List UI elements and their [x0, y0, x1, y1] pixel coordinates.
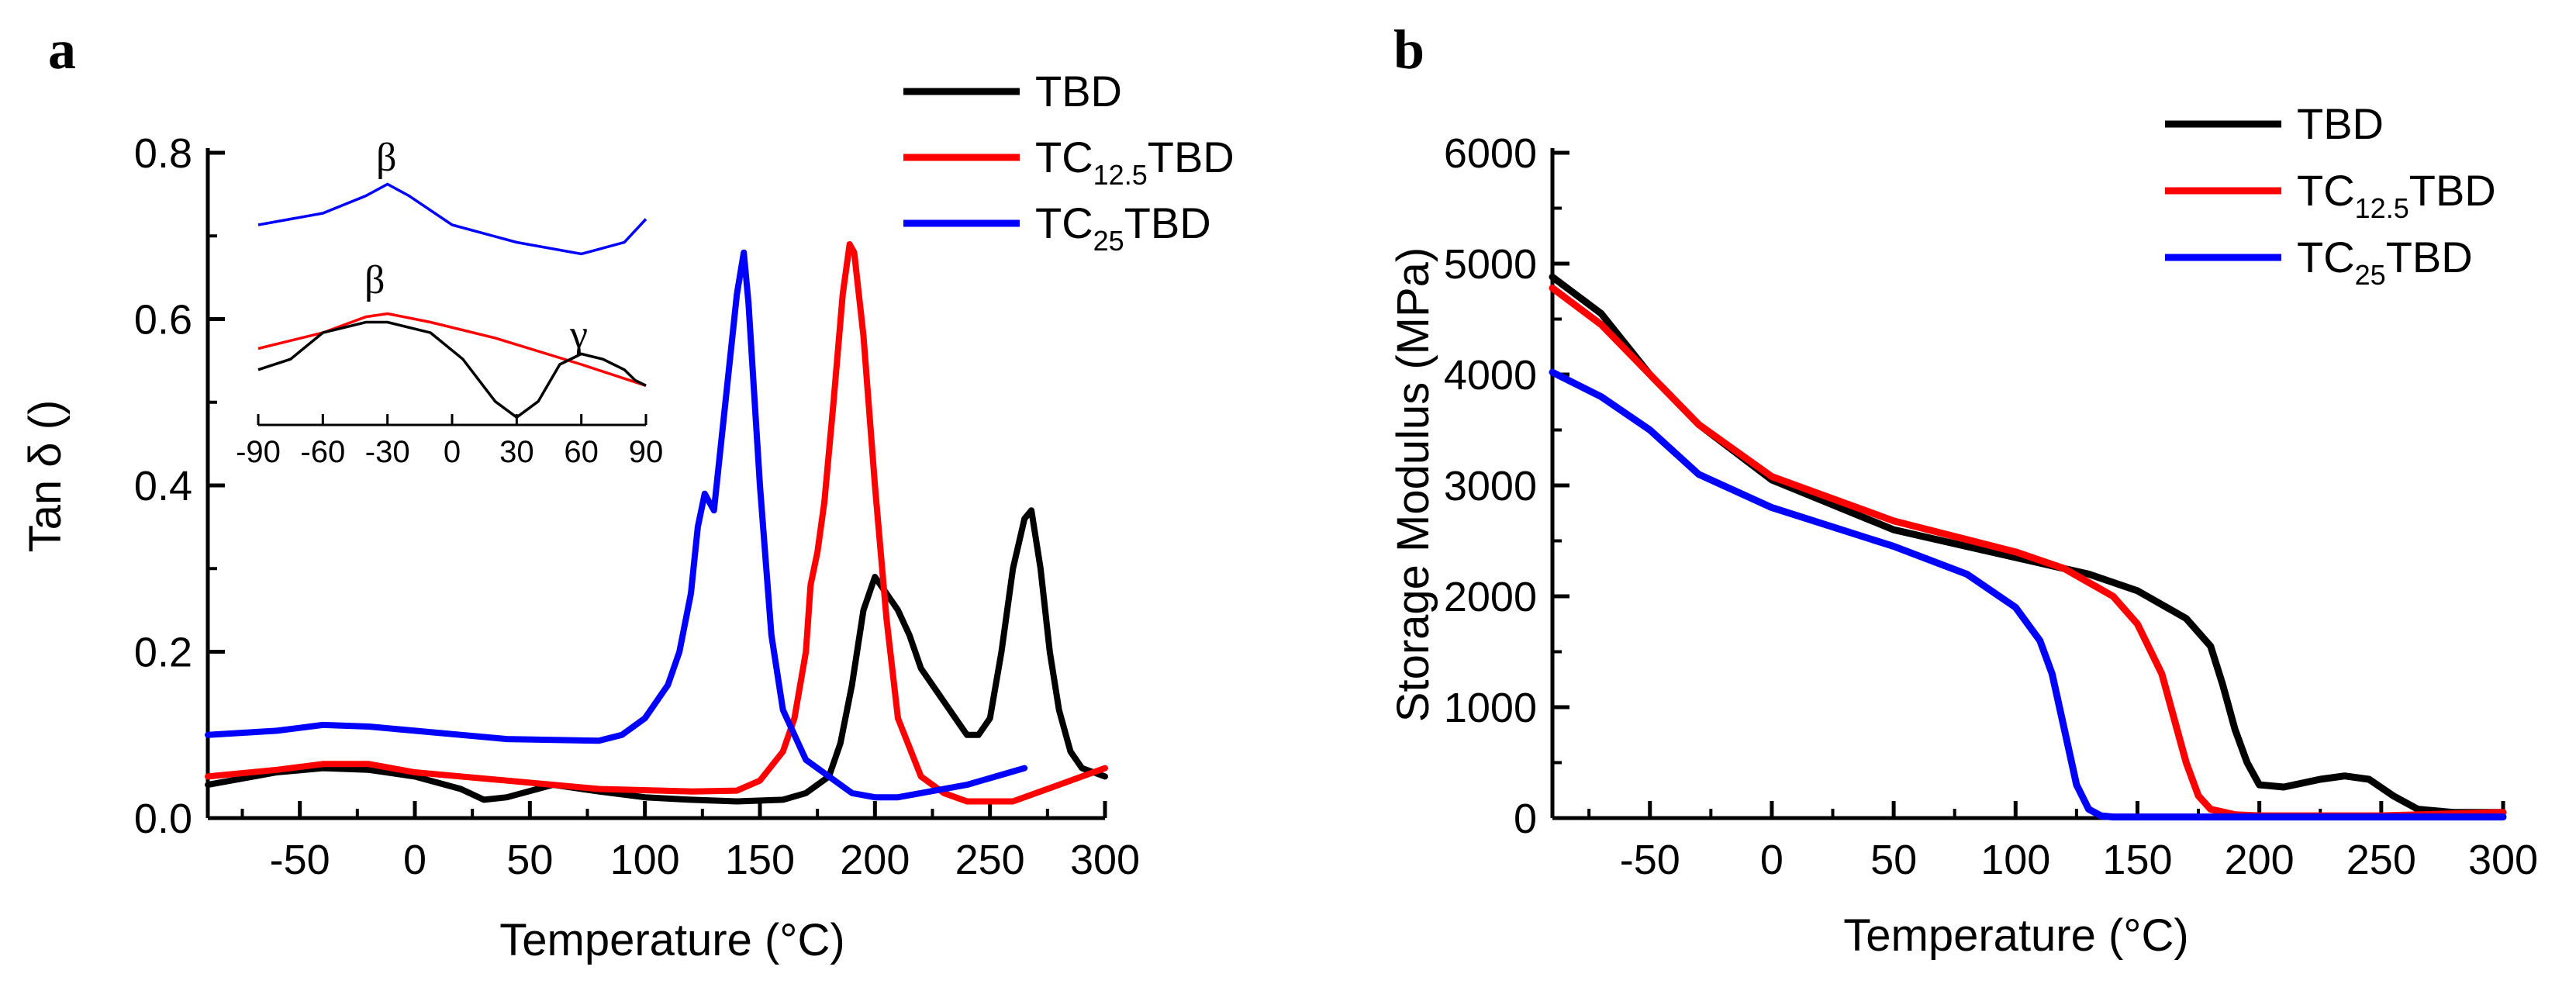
legend-label: TC25TBD	[1035, 199, 1211, 257]
legend-label-main: TBD	[2297, 99, 2384, 148]
y-tick-label: 1000	[1444, 685, 1537, 731]
y-tick-label: 0.8	[134, 130, 192, 177]
x-tick-label: 150	[725, 837, 795, 883]
inset-gamma-label: γ	[569, 312, 588, 357]
x-tick-label: -50	[270, 837, 330, 883]
x-tick-label: 50	[506, 837, 553, 883]
series-line-TC12.5TBD	[205, 241, 1108, 805]
x-tick-label: 150	[2102, 837, 2172, 883]
legend-label-tail: TBD	[1148, 133, 1234, 181]
panel-b: b -50 0 50 100 150 200 250 30001000200030004000…	[1388, 19, 2538, 961]
inset-x-tick-label: 60	[564, 435, 599, 469]
panel-b-axes: -50 0 50 100 150 200 250 3000100020003000400050…	[1444, 130, 2538, 883]
panel-a: a -50 0 50 100 150 200 250 3000.00.20.40.60.8 β…	[20, 19, 1234, 965]
x-tick-label: 0	[1760, 837, 1784, 883]
x-tick-label: 50	[1870, 837, 1917, 883]
legend-label: TBD	[2297, 99, 2384, 148]
x-tick-label: 300	[1070, 837, 1140, 883]
x-tick-label: 200	[2225, 837, 2295, 883]
y-tick-label: 0	[1514, 796, 1537, 842]
panel-b-x-axis-title: Temperature (°C)	[1843, 910, 2188, 961]
panel-b-series	[1549, 273, 2507, 821]
x-tick-label: 250	[955, 837, 1025, 883]
inset-x-tick-label: 30	[499, 435, 534, 469]
legend-label: TC12.5TBD	[2297, 166, 2496, 224]
y-tick-label: 0.2	[134, 630, 192, 676]
y-tick-label: 6000	[1444, 130, 1537, 177]
inset-beta-label-upper: β	[376, 136, 396, 180]
panel-a-series	[205, 241, 1108, 805]
series-line-TC25TBD	[205, 249, 1028, 801]
x-tick-label: 200	[840, 837, 910, 883]
legend-label: TC12.5TBD	[1035, 133, 1234, 191]
legend-label-main: TC	[2297, 166, 2355, 215]
inset-x-tick-label: 90	[629, 435, 664, 469]
legend-label-main: TBD	[1035, 67, 1122, 116]
inset-series-TBD	[257, 320, 647, 419]
inset-x-tick-label: 0	[444, 435, 461, 469]
x-tick-label: 100	[1980, 837, 2050, 883]
series-line-TC12.5TBD	[1549, 285, 2507, 820]
x-tick-label: 0	[403, 837, 426, 883]
legend-label-main: TC	[2297, 233, 2355, 281]
inset-x-tick-label: -60	[300, 435, 345, 469]
inset-beta-label-lower: β	[364, 258, 385, 302]
series-line-TBD	[205, 507, 1108, 805]
series-line-TC25TBD	[1549, 368, 2507, 821]
legend-label-main: TC	[1035, 133, 1093, 181]
legend-label-sub: 25	[1093, 225, 1124, 257]
inset-series-TC25TBD	[257, 182, 647, 256]
legend-label-main: TC	[1035, 199, 1093, 247]
panel-a-axes: -50 0 50 100 150 200 250 3000.00.20.40.60.8	[134, 130, 1140, 883]
inset-x-tick-label: -30	[365, 435, 410, 469]
y-tick-label: 0.0	[134, 796, 192, 842]
panel-a-inset: β β γ -90 -60 -30 0 30 60 90	[236, 136, 663, 469]
inset-x-tick-label: -90	[236, 435, 281, 469]
y-tick-label: 0.4	[134, 463, 192, 509]
legend-label-sub: 12.5	[1093, 159, 1148, 191]
x-tick-label: 100	[610, 837, 680, 883]
legend-label-sub: 12.5	[2355, 192, 2409, 224]
y-tick-label: 3000	[1444, 463, 1537, 509]
y-tick-label: 4000	[1444, 352, 1537, 399]
legend-label-sub: 25	[2355, 259, 2386, 291]
x-tick-label: 250	[2346, 837, 2416, 883]
x-tick-label: -50	[1620, 837, 1680, 883]
series-line-TBD	[1549, 273, 2507, 817]
y-tick-label: 0.6	[134, 297, 192, 344]
panel-a-y-axis-title: Tan δ ()	[20, 400, 71, 553]
x-tick-label: 300	[2468, 837, 2538, 883]
legend-label: TBD	[1035, 67, 1122, 116]
legend-label: TC25TBD	[2297, 233, 2473, 291]
panel-b-y-axis-title: Storage Modulus (MPa)	[1388, 247, 1438, 722]
legend-label-tail: TBD	[1124, 199, 1211, 247]
panel-a-x-axis-title: Temperature (°C)	[499, 915, 844, 965]
legend-label-tail: TBD	[2409, 166, 2496, 215]
y-tick-label: 5000	[1444, 241, 1537, 288]
legend-label-tail: TBD	[2386, 233, 2473, 281]
panel-b-letter: b	[1393, 19, 1424, 81]
y-tick-label: 2000	[1444, 574, 1537, 620]
panel-a-letter: a	[48, 19, 76, 81]
